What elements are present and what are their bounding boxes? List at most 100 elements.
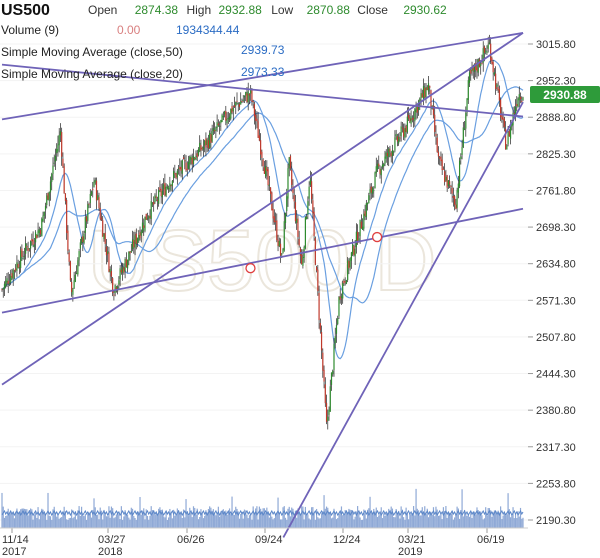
sma50-legend[interactable]: Simple Moving Average (close,50) [1, 45, 183, 59]
candle-body [227, 118, 229, 120]
volume-bar [31, 509, 33, 528]
sma50-line[interactable] [1, 86, 524, 304]
candle-body [154, 195, 156, 203]
candle-body [46, 195, 48, 206]
volume-bar [13, 518, 16, 528]
candle-body [330, 372, 333, 385]
volume-bar [516, 518, 518, 528]
volume-bar [21, 508, 23, 528]
volume-legend[interactable]: Volume (9) [1, 23, 59, 37]
candle-body [245, 92, 247, 96]
candle-body [277, 239, 279, 247]
volume-bar [108, 506, 110, 528]
volume-bar [347, 512, 349, 528]
candle-body [425, 87, 427, 99]
volume-bar [485, 507, 487, 528]
sma20-legend[interactable]: Simple Moving Average (close,20) [1, 67, 183, 81]
candle-body [467, 80, 469, 100]
volume-bar [512, 507, 514, 528]
volume-bar [502, 515, 504, 528]
candle-body [436, 137, 438, 153]
candle-body [429, 85, 431, 88]
candle-body [196, 153, 198, 158]
volume-bar [471, 518, 473, 528]
candle-body [447, 180, 449, 187]
volume-bar [179, 513, 181, 528]
candle-body [207, 140, 210, 149]
trendlines[interactable] [1, 32, 524, 538]
candle-body [256, 118, 258, 122]
volume-bar [265, 513, 267, 528]
volume-bar [308, 518, 310, 528]
y-tick-label: 2825.30 [536, 149, 576, 161]
volume-bar [293, 519, 295, 528]
trendline-3[interactable] [1, 207, 524, 314]
volume-bar [222, 509, 224, 528]
volume-bar [253, 513, 256, 528]
volume-bar [478, 512, 481, 528]
volume-bar [503, 512, 505, 528]
trendline-anchor-marker[interactable] [245, 263, 256, 274]
volume-bar [306, 515, 308, 528]
candle-body [205, 138, 207, 148]
volume-bar [388, 508, 390, 528]
volume-bar [414, 515, 416, 528]
trendline-2[interactable] [1, 63, 524, 118]
volume-bar [493, 510, 496, 528]
candle-body [282, 248, 284, 254]
candle-body [461, 147, 463, 155]
candle-body [37, 230, 39, 237]
candle-body [201, 148, 203, 150]
y-tick-label: 2952.30 [536, 76, 576, 88]
candle-body [69, 261, 71, 281]
volume-bar [431, 514, 433, 528]
candle-body [366, 202, 369, 205]
candle-body [134, 235, 136, 248]
candle-body [311, 181, 313, 200]
y-tick-label: 2634.80 [536, 259, 576, 271]
volume-bar [187, 516, 190, 528]
trendline-markers[interactable] [245, 231, 383, 274]
candle-body [252, 101, 254, 103]
volume-bar [110, 506, 113, 528]
volume-bar [66, 519, 68, 528]
volume-bar [119, 519, 121, 528]
candle-body [398, 136, 400, 144]
volume-bar [473, 511, 476, 528]
volume-bar [74, 511, 76, 528]
volume-bar [509, 517, 512, 528]
volume-bar [15, 511, 17, 528]
candle-body [509, 125, 512, 139]
volume-bar [10, 512, 12, 528]
candle-body [368, 195, 370, 204]
candle-body [463, 128, 466, 130]
candle-body [357, 231, 359, 244]
volume-bar [521, 518, 523, 528]
trendline-anchor-marker[interactable] [371, 231, 383, 243]
volume-bar [12, 512, 14, 528]
volume-bar [466, 515, 468, 528]
candle-body [440, 156, 442, 162]
candle-body [221, 114, 223, 123]
trendline-4[interactable] [1, 32, 524, 386]
volume-bar [519, 507, 522, 528]
volume-bar [250, 515, 252, 528]
volume-bar [16, 508, 18, 528]
volume-bar [212, 509, 214, 528]
volume-bar [156, 515, 159, 528]
trendline-1[interactable] [1, 32, 524, 121]
volume-bar [44, 513, 47, 528]
candle-body [403, 128, 405, 137]
candle-body [113, 294, 115, 296]
candle-body [165, 186, 167, 196]
volume-bar [144, 519, 146, 528]
candle-body [480, 63, 482, 66]
trendline-5[interactable] [282, 101, 524, 538]
candle-body [146, 218, 149, 220]
candle-body [168, 188, 170, 190]
candle-body [149, 215, 151, 218]
candle-body [442, 168, 445, 170]
candle-body [80, 237, 83, 243]
volume-bar [458, 518, 461, 528]
